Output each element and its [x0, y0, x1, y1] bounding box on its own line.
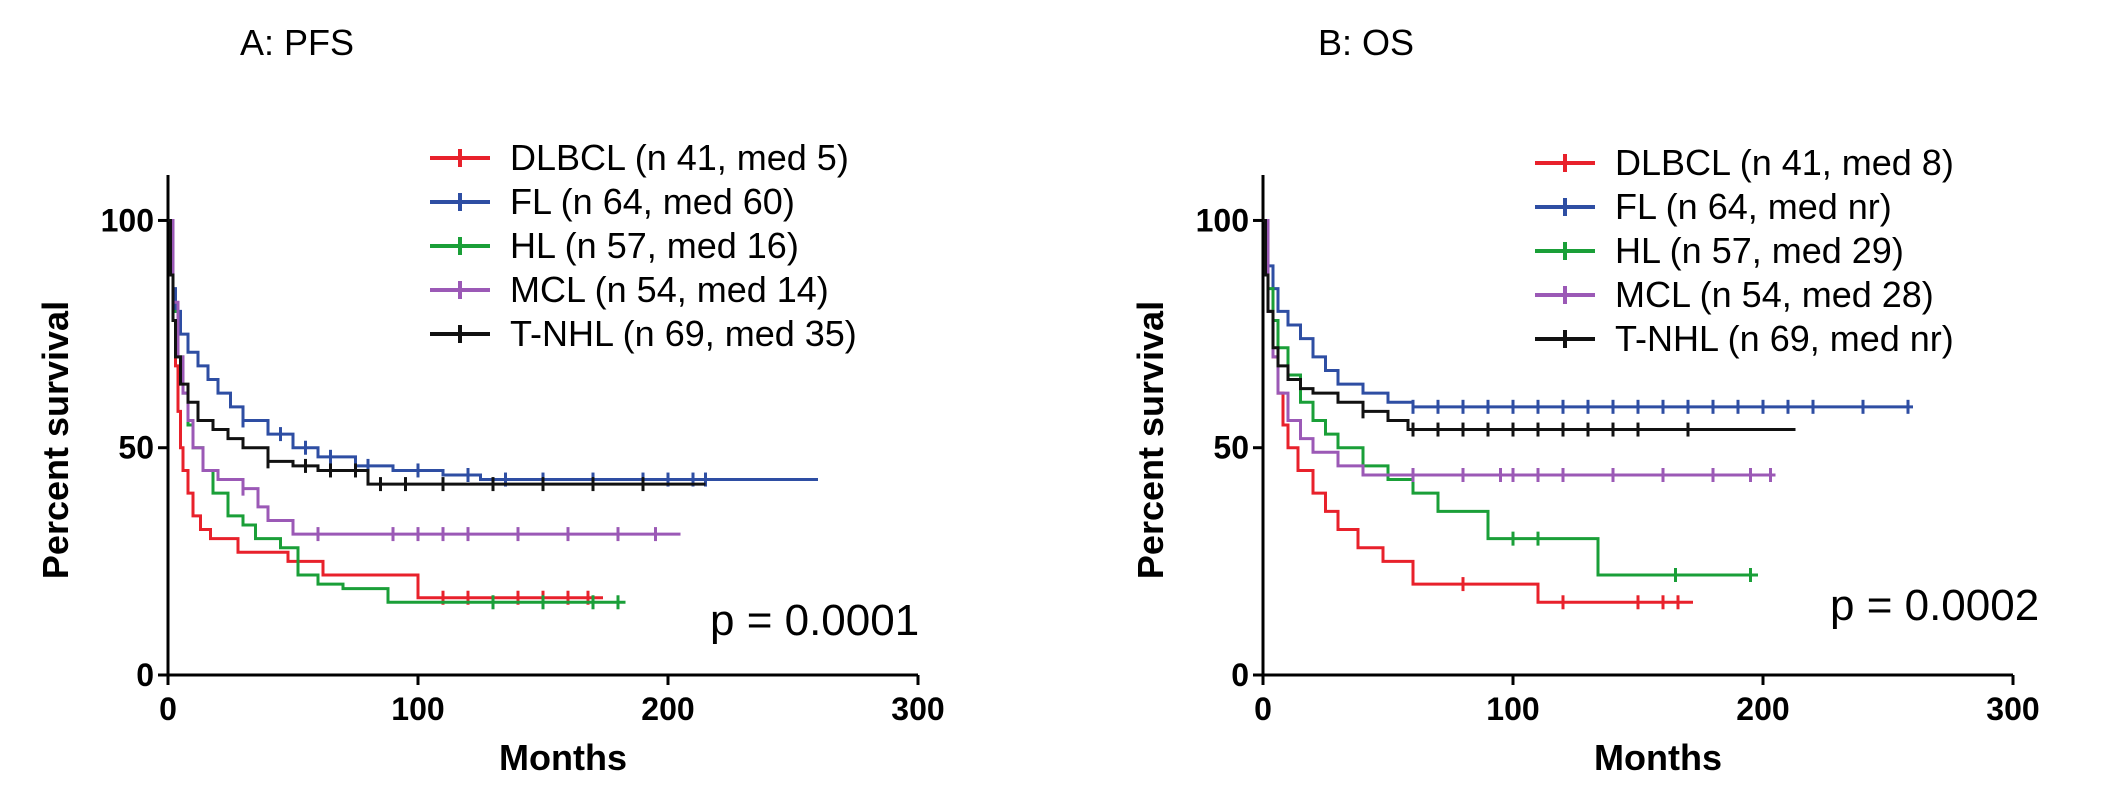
panel-title: B: OS: [1318, 22, 1414, 63]
x-tick-label: 0: [159, 691, 177, 727]
y-tick-label: 50: [1213, 430, 1249, 466]
legend-label-t-nhl: T-NHL (n 69, med nr): [1615, 318, 1954, 359]
y-tick-label: 50: [118, 430, 154, 466]
x-tick-label: 200: [1736, 691, 1789, 727]
survival-curve-hl: [1263, 218, 1758, 577]
series-hl: [1263, 218, 1758, 582]
panel-os: B: OS 0 50 100 0 100 200 300 Months Percent survi…: [1130, 22, 2040, 778]
x-tick-label: 100: [1486, 691, 1539, 727]
y-axis-label: Percent survival: [35, 301, 76, 579]
y-tick-label: 0: [136, 657, 154, 693]
legend-label-fl: FL (n 64, med nr): [1615, 186, 1892, 227]
legend: DLBCL (n 41, med 8)FL (n 64, med nr)HL (…: [1535, 142, 1954, 359]
x-axis-label: Months: [499, 737, 627, 778]
series-t-nhl: [1263, 218, 1796, 437]
x-axis-label: Months: [1594, 737, 1722, 778]
series-t-nhl: [168, 218, 706, 492]
y-tick-label: 0: [1231, 657, 1249, 693]
y-axis-label: Percent survival: [1130, 301, 1171, 579]
series-mcl: [168, 218, 681, 542]
legend: DLBCL (n 41, med 5)FL (n 64, med 60)HL (…: [430, 137, 857, 354]
legend-label-dlbcl: DLBCL (n 41, med 5): [510, 137, 849, 178]
legend-label-mcl: MCL (n 54, med 14): [510, 269, 829, 310]
y-tick-label: 100: [1196, 202, 1249, 238]
x-tick-label: 100: [391, 691, 444, 727]
survival-curve-t-nhl: [1263, 218, 1796, 432]
legend-label-hl: HL (n 57, med 16): [510, 225, 799, 266]
legend-label-mcl: MCL (n 54, med 28): [1615, 274, 1934, 315]
panel-pfs: A: PFS 0 50 100 0 100 200 300 Months Percent surv…: [35, 22, 945, 778]
legend-label-hl: HL (n 57, med 29): [1615, 230, 1904, 271]
x-tick-label: 0: [1254, 691, 1272, 727]
p-value: p = 0.0001: [710, 596, 919, 645]
x-tick-label: 200: [641, 691, 694, 727]
legend-label-t-nhl: T-NHL (n 69, med 35): [510, 313, 857, 354]
x-tick-label: 300: [891, 691, 944, 727]
panel-title: A: PFS: [240, 22, 354, 63]
x-tick-label: 300: [1986, 691, 2039, 727]
p-value: p = 0.0002: [1830, 581, 2039, 630]
legend-label-dlbcl: DLBCL (n 41, med 8): [1615, 142, 1954, 183]
y-tick-label: 100: [101, 202, 154, 238]
legend-label-fl: FL (n 64, med 60): [510, 181, 795, 222]
survival-curve-mcl: [168, 218, 681, 536]
survival-curve-fl: [168, 218, 818, 482]
